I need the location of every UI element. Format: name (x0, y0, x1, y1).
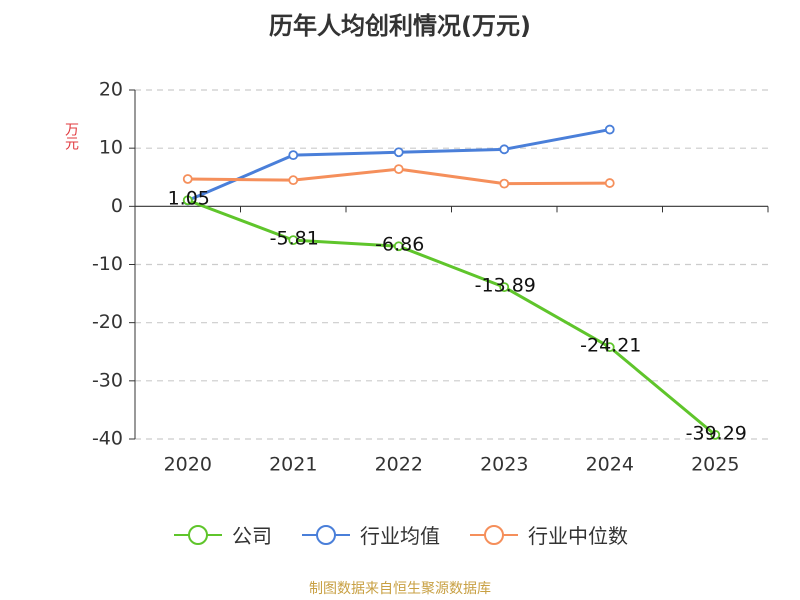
y-tick-label: -40 (92, 428, 123, 450)
data-label: -5.81 (270, 228, 319, 250)
legend-line-circle-icon (302, 524, 350, 545)
x-tick-label: 2021 (269, 454, 317, 476)
legend-label: 行业均值 (360, 524, 440, 548)
data-point (182, 174, 193, 184)
data-point (182, 195, 193, 206)
data-label: -6.86 (375, 234, 424, 256)
x-tick-label: 2020 (164, 454, 212, 476)
legend-item[interactable]: 行业中位数 (468, 520, 628, 549)
data-point (393, 241, 404, 252)
data-point (710, 429, 721, 440)
series-line-company (187, 198, 717, 437)
data-point (393, 147, 404, 158)
data-point (604, 342, 615, 353)
legend-line-circle-icon (470, 524, 518, 545)
y-axis-label: 万元 (63, 122, 79, 150)
legend-label: 公司 (232, 524, 272, 548)
data-point (604, 178, 615, 188)
data-label: -24.21 (580, 335, 641, 357)
y-tick-label: 20 (99, 79, 123, 101)
legend-item[interactable]: 公司 (172, 520, 272, 549)
x-tick-label: 2022 (375, 454, 423, 476)
x-tick-label: 2023 (480, 454, 528, 476)
legend-item[interactable]: 行业均值 (300, 520, 440, 549)
data-point (604, 124, 615, 135)
y-tick-label: 10 (99, 137, 123, 159)
chart-title: 历年人均创利情况(万元) (269, 12, 531, 40)
legend-line-circle-icon (174, 524, 222, 545)
data-point (393, 164, 404, 175)
data-point (499, 178, 510, 189)
data-point (288, 235, 299, 246)
y-tick-label: 0 (111, 195, 123, 217)
data-label: -39.29 (686, 422, 747, 444)
y-tick-label: -10 (92, 253, 123, 275)
y-tick-label: -20 (92, 311, 123, 333)
data-label: 1.05 (168, 188, 210, 210)
source-note: 制图数据来自恒生聚源数据库 (309, 581, 491, 597)
x-tick-label: 2024 (586, 454, 634, 476)
data-point (288, 150, 299, 161)
data-point (499, 144, 510, 155)
data-point (288, 175, 299, 186)
data-label: -13.89 (475, 275, 536, 297)
y-tick-label: -30 (92, 369, 123, 391)
data-point (499, 282, 510, 293)
x-tick-label: 2025 (691, 454, 739, 476)
legend: 公司 行业均值 行业中位数 (0, 520, 800, 549)
legend-label: 行业中位数 (528, 524, 628, 548)
